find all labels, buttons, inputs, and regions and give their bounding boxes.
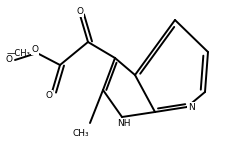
Text: O: O <box>45 91 52 100</box>
Text: O: O <box>31 45 38 54</box>
Text: O: O <box>76 7 84 16</box>
Text: CH₃: CH₃ <box>73 129 89 138</box>
Text: NH: NH <box>118 119 131 128</box>
Text: O: O <box>6 56 13 65</box>
Text: —CH₃: —CH₃ <box>7 49 31 58</box>
Text: N: N <box>188 103 195 112</box>
